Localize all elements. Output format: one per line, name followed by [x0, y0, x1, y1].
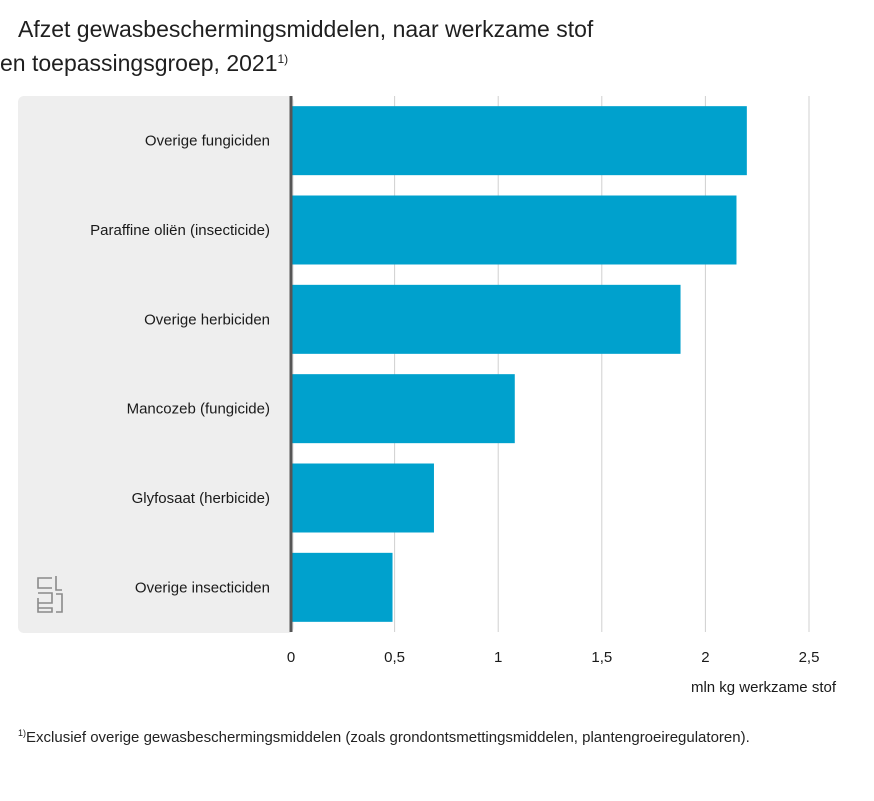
bar	[291, 284, 681, 354]
x-tick-label: 2	[701, 649, 709, 666]
category-label: Overige herbiciden	[144, 311, 270, 328]
x-tick-label: 0	[287, 649, 295, 666]
x-tick-label: 2,5	[799, 649, 820, 666]
bar	[291, 106, 747, 176]
x-tick-label: 0,5	[384, 649, 405, 666]
chart-title-line2: en toepassingsgroep, 20211)	[0, 44, 860, 78]
chart-title: Afzet gewasbeschermingsmiddelen, naar we…	[0, 14, 860, 78]
x-tick-label: 1,5	[591, 649, 612, 666]
category-label: Mancozeb (fungicide)	[127, 401, 270, 418]
bar	[291, 463, 434, 533]
category-label: Overige insecticiden	[135, 579, 270, 596]
bars	[291, 106, 747, 622]
x-axis-label: mln kg werkzame stof	[691, 679, 837, 696]
category-panel	[18, 96, 294, 633]
category-label: Overige fungiciden	[145, 133, 270, 150]
chart-title-line2-text: en toepassingsgroep, 2021	[0, 50, 278, 76]
bar	[291, 195, 737, 265]
bar	[291, 552, 393, 622]
category-labels: Overige fungiciden Paraffine oliën (insec…	[90, 133, 270, 597]
x-tick-labels: 0 0,5 1 1,5 2 2,5	[287, 649, 820, 666]
footnote-text: Exclusief overige gewasbeschermingsmidde…	[26, 729, 750, 746]
x-tick-label: 1	[494, 649, 502, 666]
cbs-logo-icon	[37, 576, 63, 613]
footnote: 1)Exclusief overige gewasbeschermingsmid…	[18, 722, 838, 749]
category-label: Paraffine oliën (insecticide)	[90, 222, 270, 239]
title-footnote-marker: 1)	[277, 52, 289, 66]
footnote-marker: 1)	[18, 728, 27, 738]
chart-title-line1: Afzet gewasbeschermingsmiddelen, naar we…	[18, 16, 594, 42]
bar	[291, 374, 515, 444]
category-label: Glyfosaat (herbicide)	[132, 490, 270, 507]
gridlines	[394, 96, 810, 632]
